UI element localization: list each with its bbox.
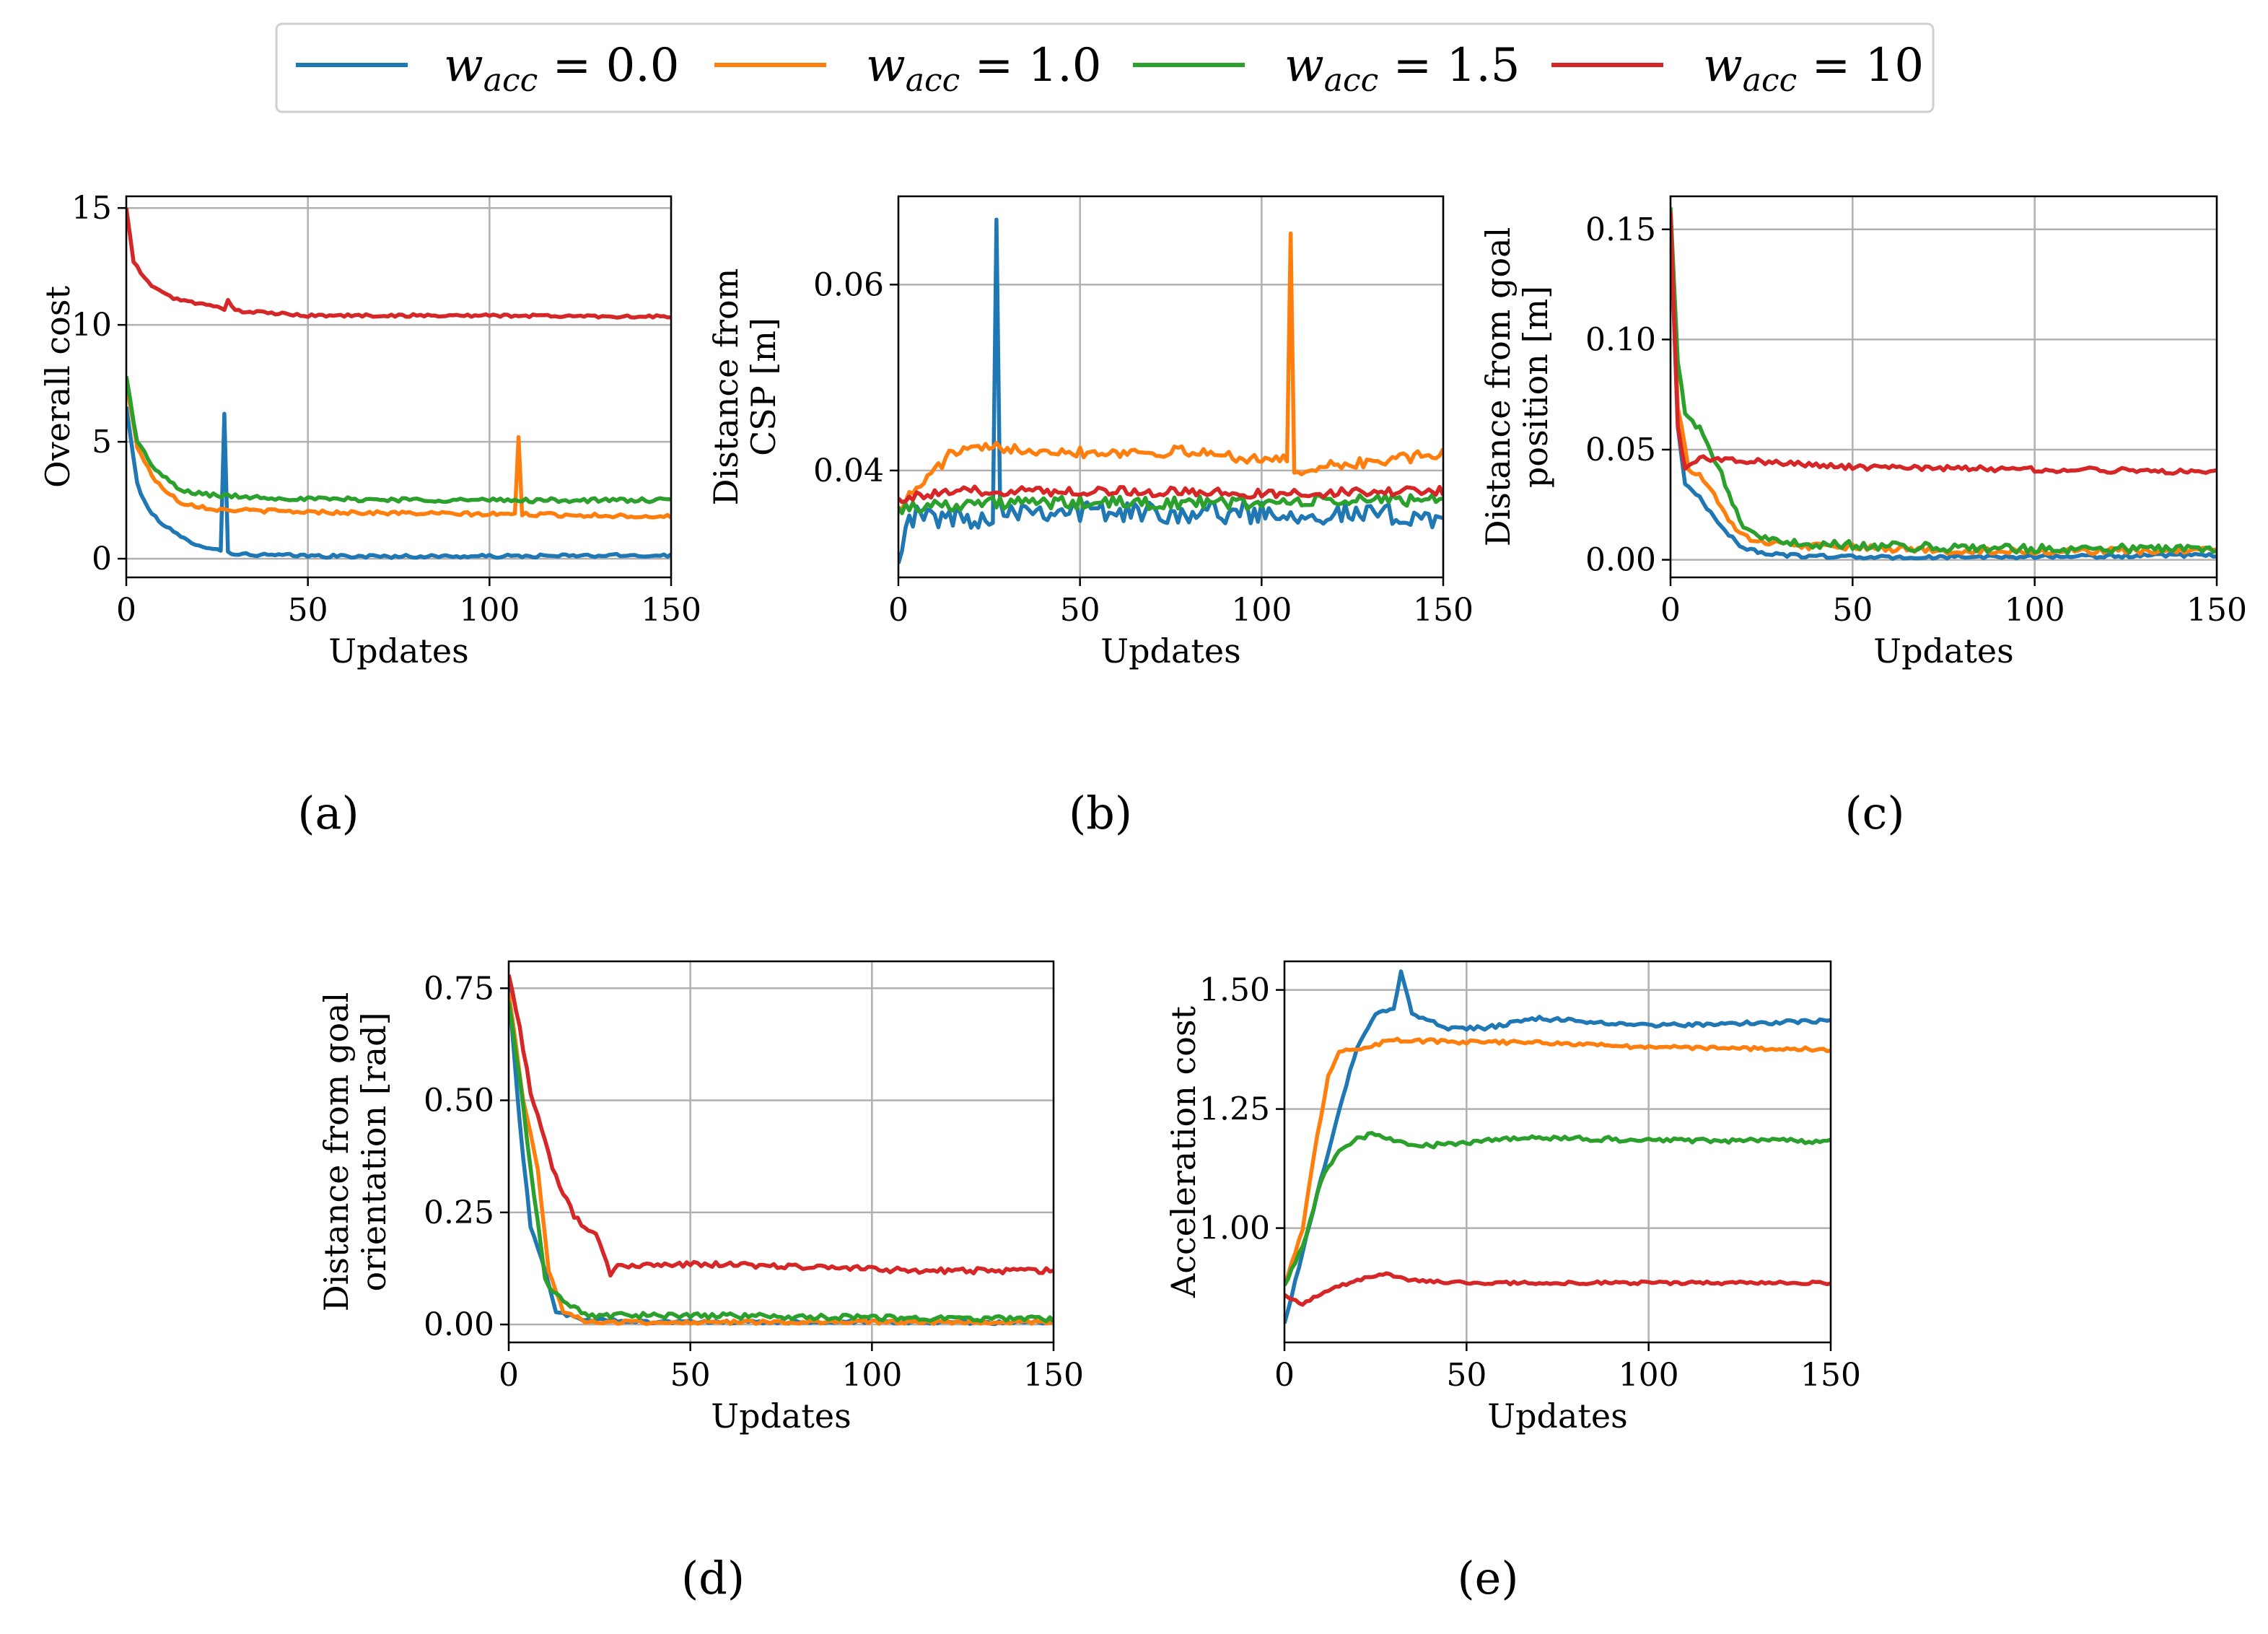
line-d-w15: [509, 1001, 1054, 1324]
panel-b: 0 50 100 150 0.04 0.06 Updates Distance fromCSP…: [706, 195, 1474, 839]
ytick-label-e-1: 1.25: [1199, 1091, 1270, 1128]
ytick-label-e-2: 1.50: [1199, 972, 1270, 1009]
legend-label-w0: wacc = 0.0: [444, 39, 679, 99]
xtick-label-c-3: 150: [2186, 592, 2247, 629]
xtick-label-a-0: 0: [116, 592, 136, 629]
axes-frame-c: [1669, 195, 2218, 579]
caption-e: (e): [1457, 1552, 1518, 1604]
ytick-label-a-2: 10: [71, 307, 112, 344]
series-group-d: [509, 974, 1054, 1327]
xtick-label-e-2: 100: [1619, 1357, 1679, 1394]
caption-b: (b): [1069, 787, 1132, 839]
line-b-w0: [898, 217, 1443, 564]
xtick-label-b-3: 150: [1413, 592, 1474, 629]
ylabel-d: Distance from goalorientation [rad]: [317, 992, 393, 1312]
caption-c: (c): [1844, 787, 1904, 839]
series-group-b: [898, 217, 1443, 564]
ytick-label-b-1: 0.06: [813, 266, 884, 303]
legend: wacc = 0.0 wacc = 1.0 wacc = 1.5 wacc = …: [275, 22, 1935, 113]
xtick-label-b-1: 50: [1060, 592, 1100, 629]
xtick-label-d-1: 50: [670, 1357, 711, 1394]
xlabel-b: Updates: [1100, 632, 1240, 670]
series-group-a: [126, 207, 671, 560]
xlabel-e: Updates: [1487, 1397, 1627, 1436]
line-c-w15: [1671, 207, 2217, 556]
ylabel-a: Overall cost: [38, 286, 77, 488]
ytick-label-a-1: 5: [92, 424, 112, 460]
xtick-label-d-3: 150: [1023, 1357, 1084, 1394]
series-group-c: [1671, 207, 2217, 562]
ytick-label-d-1: 0.25: [424, 1194, 494, 1231]
line-e-w10: [1284, 1271, 1831, 1307]
xtick-label-e-0: 0: [1274, 1357, 1295, 1394]
xtick-label-e-3: 150: [1800, 1357, 1861, 1394]
line-d-w1: [509, 992, 1054, 1327]
ytick-label-d-2: 0.50: [424, 1083, 494, 1119]
legend-entry-w1: wacc = 1.0: [714, 39, 1101, 99]
line-a-w1: [126, 383, 671, 520]
ylabel-b: Distance fromCSP [m]: [706, 268, 783, 506]
ytick-label-c-2: 0.10: [1585, 321, 1656, 358]
xtick-label-b-0: 0: [888, 592, 908, 629]
line-a-w10: [126, 207, 671, 320]
xlabel-d: Updates: [711, 1397, 851, 1436]
axes-frame-b: [897, 195, 1445, 579]
legend-entry-w15: wacc = 1.5: [1133, 39, 1520, 99]
xtick-label-a-1: 50: [288, 592, 328, 629]
ytick-label-c-3: 0.15: [1585, 211, 1656, 248]
xtick-label-d-0: 0: [499, 1357, 519, 1394]
line-e-w0: [1284, 969, 1831, 1324]
axes-frame-a: [125, 195, 673, 579]
ytick-label-c-1: 0.05: [1585, 432, 1656, 468]
axes-frame-e: [1283, 960, 1832, 1344]
line-b-w1: [898, 231, 1443, 512]
ytick-label-a-3: 15: [71, 190, 112, 227]
xtick-label-b-2: 100: [1231, 592, 1292, 629]
panel-c: 0 50 100 150 0.00 0.05 0.10 0.15 Updates Distance…: [1479, 195, 2247, 839]
ytick-label-d-0: 0.00: [424, 1306, 494, 1343]
legend-entry-w10: wacc = 10: [1551, 39, 1924, 99]
xtick-label-c-1: 50: [1832, 592, 1873, 629]
line-a-w0: [126, 406, 671, 560]
xtick-label-e-1: 50: [1446, 1357, 1487, 1394]
xlabel-c: Updates: [1873, 632, 2013, 670]
line-b-w15: [898, 492, 1443, 515]
legend-label-w15: wacc = 1.5: [1284, 39, 1520, 99]
line-e-w15: [1284, 1131, 1831, 1287]
xtick-label-a-3: 150: [641, 592, 701, 629]
panel-e: 0 50 100 150 1.00 1.25 1.50 Updates Acceleration…: [1164, 960, 1861, 1604]
ylabel-c: Distance from goalposition [m]: [1479, 227, 1555, 547]
axes-frame-d: [507, 960, 1055, 1344]
ytick-label-c-0: 0.00: [1585, 542, 1656, 579]
panel-a: 0 50 100 150 0 5 10 15 Updates Overall cost (a): [38, 190, 701, 839]
xtick-label-c-0: 0: [1660, 592, 1681, 629]
line-a-w15: [126, 375, 671, 504]
line-d-w10: [509, 974, 1054, 1278]
legend-label-w1: wacc = 1.0: [866, 39, 1101, 99]
caption-d: (d): [681, 1552, 745, 1604]
line-b-w10: [898, 484, 1443, 504]
line-e-w1: [1284, 1036, 1831, 1286]
legend-entry-w0: wacc = 0.0: [296, 39, 679, 99]
ylabel-e: Acceleration cost: [1164, 1005, 1203, 1298]
xlabel-a: Updates: [328, 632, 468, 670]
caption-a: (a): [297, 787, 359, 839]
xtick-label-c-2: 100: [2005, 592, 2065, 629]
panel-d: 0 50 100 150 0.00 0.25 0.50 0.75 Updates Distance…: [317, 960, 1084, 1604]
legend-label-w10: wacc = 10: [1703, 39, 1924, 99]
xtick-label-a-2: 100: [459, 592, 520, 629]
line-c-w10: [1671, 211, 2217, 476]
ytick-label-a-0: 0: [92, 541, 112, 577]
ytick-label-e-0: 1.00: [1199, 1210, 1270, 1247]
series-group-e: [1284, 969, 1831, 1324]
xtick-label-d-2: 100: [841, 1357, 902, 1394]
legend-box: [275, 22, 1935, 113]
ytick-label-b-0: 0.04: [813, 453, 884, 489]
ytick-label-d-3: 0.75: [424, 970, 494, 1007]
